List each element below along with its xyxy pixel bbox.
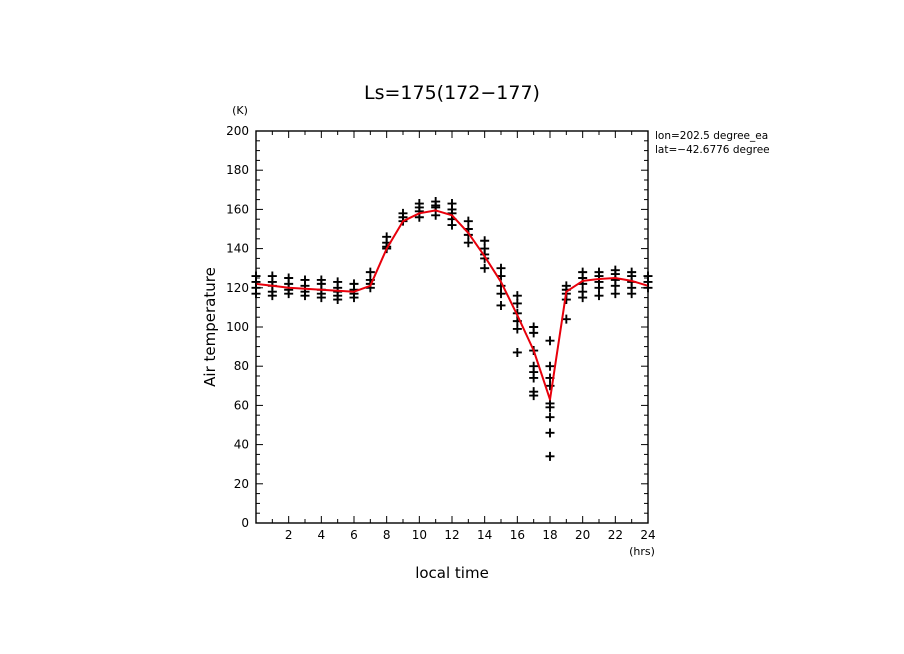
y-tick-label: 0 bbox=[241, 516, 249, 530]
plot-frame bbox=[255, 130, 649, 524]
x-tick-label: 14 bbox=[477, 528, 492, 542]
data-point bbox=[447, 220, 457, 230]
data-point bbox=[545, 451, 555, 461]
y-tick-label: 140 bbox=[226, 242, 249, 256]
mean-line bbox=[255, 209, 649, 401]
x-tick-label: 4 bbox=[318, 528, 326, 542]
data-point bbox=[512, 291, 522, 301]
tick-labels: 2 4 6 8 10 12 14 16 18 20 22 2402040608010012014016… bbox=[226, 124, 656, 542]
data-point bbox=[610, 281, 620, 291]
x-tick-label: 22 bbox=[608, 528, 623, 542]
data-point bbox=[316, 293, 326, 303]
longitude-annotation: lon=202.5 degree_ea bbox=[655, 130, 768, 142]
y-tick-label: 120 bbox=[226, 281, 249, 295]
y-tick-label: 160 bbox=[226, 202, 249, 216]
y-tick-label: 20 bbox=[234, 477, 249, 491]
y-unit-label: (K) bbox=[232, 104, 248, 117]
y-axis-title: Air temperature bbox=[201, 267, 219, 387]
axis-ticks bbox=[255, 130, 649, 524]
data-point bbox=[480, 263, 490, 273]
x-tick-label: 10 bbox=[412, 528, 427, 542]
data-point bbox=[267, 291, 277, 301]
x-tick-label: 8 bbox=[383, 528, 391, 542]
sample-points bbox=[251, 197, 653, 461]
x-tick-label: 24 bbox=[640, 528, 655, 542]
data-point bbox=[480, 236, 490, 246]
y-tick-label: 80 bbox=[234, 359, 249, 373]
data-point bbox=[463, 238, 473, 248]
x-tick-label: 20 bbox=[575, 528, 590, 542]
data-point bbox=[594, 291, 604, 301]
x-tick-label: 16 bbox=[510, 528, 525, 542]
data-point bbox=[349, 293, 359, 303]
data-point bbox=[627, 289, 637, 299]
data-point bbox=[496, 289, 506, 299]
data-point bbox=[512, 298, 522, 308]
y-tick-label: 40 bbox=[234, 438, 249, 452]
data-point bbox=[545, 336, 555, 346]
x-tick-label: 6 bbox=[350, 528, 358, 542]
mean-line-layer bbox=[255, 209, 649, 401]
data-point bbox=[545, 412, 555, 422]
data-point bbox=[529, 391, 539, 401]
data-point bbox=[610, 289, 620, 299]
data-point bbox=[529, 328, 539, 338]
data-point bbox=[365, 267, 375, 277]
x-tick-label: 18 bbox=[542, 528, 557, 542]
data-point bbox=[545, 361, 555, 371]
y-tick-label: 200 bbox=[226, 124, 249, 138]
data-point bbox=[463, 216, 473, 226]
data-point bbox=[545, 428, 555, 438]
data-point bbox=[300, 291, 310, 301]
data-point bbox=[333, 295, 343, 305]
chart-title: Ls=175(172−177) bbox=[364, 82, 540, 104]
data-point bbox=[545, 402, 555, 412]
data-point bbox=[529, 373, 539, 383]
y-tick-label: 180 bbox=[226, 163, 249, 177]
x-unit-label: (hrs) bbox=[629, 545, 655, 558]
data-point bbox=[578, 293, 588, 303]
x-tick-label: 2 bbox=[285, 528, 293, 542]
data-point bbox=[431, 210, 441, 220]
data-point bbox=[594, 283, 604, 293]
data-point bbox=[496, 300, 506, 310]
data-point bbox=[561, 314, 571, 324]
y-tick-label: 100 bbox=[226, 320, 249, 334]
y-tick-label: 60 bbox=[234, 398, 249, 412]
data-point bbox=[496, 263, 506, 273]
latitude-annotation: lat=−42.6776 degree bbox=[655, 144, 770, 156]
data-point bbox=[512, 324, 522, 334]
x-axis-title: local time bbox=[415, 564, 489, 582]
data-point bbox=[284, 289, 294, 299]
x-tick-label: 12 bbox=[444, 528, 459, 542]
data-point bbox=[512, 347, 522, 357]
